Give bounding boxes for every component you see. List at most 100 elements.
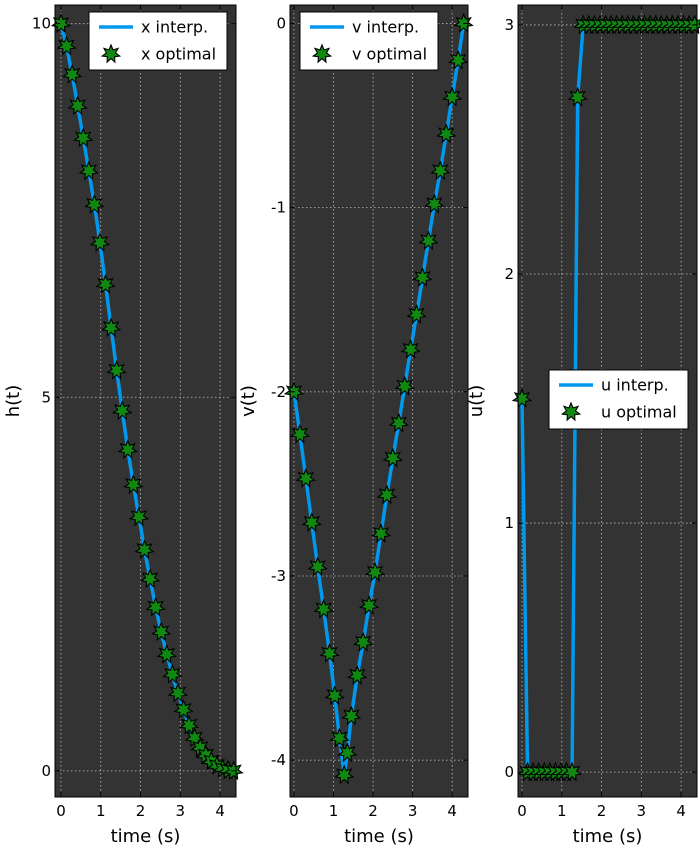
- data-point: [329, 727, 350, 748]
- data-point: [95, 273, 116, 294]
- data-point: [100, 317, 122, 338]
- data-point: [376, 484, 398, 505]
- data-point: [347, 664, 368, 685]
- y-tick-label: 1: [504, 514, 514, 532]
- data-point: [441, 86, 463, 107]
- data-point: [167, 682, 189, 703]
- data-point: [430, 160, 451, 181]
- legend: u interp. u optimal: [548, 369, 689, 430]
- data-point: [418, 230, 439, 251]
- legend-box: [88, 11, 228, 71]
- data-point: [324, 685, 345, 706]
- data-point: [84, 194, 105, 214]
- y-tick-label: 0: [41, 762, 51, 780]
- y-axis-label: h(t): [3, 385, 24, 418]
- y-tick-label: 5: [41, 388, 51, 406]
- legend-entry-label: x optimal: [141, 45, 216, 64]
- x-tick-label: 4: [676, 802, 686, 820]
- data-point: [436, 123, 457, 144]
- chart-panel-3: 0 1 2 3 4 0 1 2 3 time (s) u(t) u interp. u optimal: [466, 4, 700, 847]
- legend-box: [548, 369, 689, 430]
- y-axis-label: u(t): [466, 385, 487, 418]
- plot-frame: [289, 4, 469, 798]
- data-point: [307, 556, 328, 577]
- x-tick-label: 2: [597, 802, 607, 820]
- legend: x interp. x optimal: [88, 11, 228, 71]
- y-tick-label: -1: [271, 199, 286, 217]
- data-point: [106, 359, 127, 380]
- data-point: [123, 474, 144, 495]
- data-point: [313, 598, 334, 619]
- x-tick-label: 4: [447, 802, 457, 820]
- data-point: [156, 643, 177, 664]
- x-tick-label: 3: [408, 802, 418, 820]
- x-axis-label: time (s): [344, 826, 414, 847]
- data-point: [388, 412, 409, 433]
- legend-entry-label: u optimal: [601, 403, 677, 422]
- x-tick-label: 3: [637, 802, 647, 820]
- data-point: [56, 35, 77, 56]
- legend-entry-label: v optimal: [352, 45, 427, 64]
- data-point: [394, 375, 415, 396]
- chart-panel-1: 0 1 2 3 4 0 5 10 time (s) h(t) x interp. x optimal: [3, 4, 244, 847]
- y-tick-label: 2: [504, 265, 514, 283]
- data-point: [370, 523, 392, 544]
- data-point: [151, 621, 172, 642]
- data-point: [341, 705, 362, 726]
- data-point: [128, 506, 150, 527]
- data-point: [319, 642, 340, 663]
- legend-entry-label: u interp.: [601, 376, 669, 395]
- data-point: [567, 86, 588, 107]
- x-tick-label: 2: [136, 802, 146, 820]
- legend-marker-swatch: [100, 43, 122, 64]
- data-point: [295, 467, 317, 488]
- data-point: [358, 595, 380, 615]
- y-tick-label: -2: [271, 383, 286, 401]
- x-axis-label: time (s): [111, 826, 181, 847]
- x-tick-label: 1: [96, 802, 106, 820]
- data-point: [337, 742, 358, 763]
- legend-entry-label: x interp.: [141, 18, 208, 37]
- y-tick-label: 3: [504, 16, 514, 34]
- plot-area: [290, 5, 468, 797]
- data-point: [173, 699, 194, 719]
- legend-marker-swatch: [560, 401, 582, 422]
- data-point: [145, 596, 166, 617]
- y-tick-label: 0: [504, 763, 514, 781]
- data-point: [334, 764, 355, 785]
- plot-frame: [517, 4, 698, 798]
- data-point: [352, 631, 374, 652]
- data-point: [406, 303, 427, 324]
- data-point: [400, 338, 421, 359]
- x-tick-label: 3: [176, 802, 186, 820]
- data-point: [412, 267, 433, 288]
- x-tick-label: 1: [557, 802, 567, 820]
- data-point: [424, 193, 445, 214]
- legend: v interp. v optimal: [299, 11, 439, 71]
- data-point: [364, 561, 386, 582]
- data-point: [61, 64, 83, 84]
- data-point: [134, 539, 155, 560]
- data-point: [89, 232, 111, 253]
- data-point: [73, 127, 94, 148]
- data-point: [289, 423, 311, 444]
- data-point: [561, 761, 583, 782]
- x-tick-label: 0: [517, 802, 527, 820]
- y-axis-label: v(t): [238, 385, 259, 417]
- data-point: [117, 439, 138, 459]
- data-point: [67, 95, 88, 116]
- legend-box: [299, 11, 439, 71]
- x-tick-label: 0: [289, 802, 299, 820]
- data-point: [78, 160, 100, 181]
- y-tick-label: -3: [271, 567, 286, 585]
- x-tick-label: 1: [329, 802, 339, 820]
- chart-panel-2: 0 1 2 3 4 0 -1 -2 -3 -4 time (s) v(t) v interp. v opt…: [238, 4, 474, 847]
- legend-marker-swatch: [311, 43, 333, 64]
- data-point: [447, 49, 469, 70]
- data-point: [162, 664, 183, 684]
- x-tick-label: 2: [368, 802, 378, 820]
- x-tick-label: 4: [215, 802, 225, 820]
- x-axis-label: time (s): [573, 826, 643, 847]
- plot-frame: [54, 4, 237, 798]
